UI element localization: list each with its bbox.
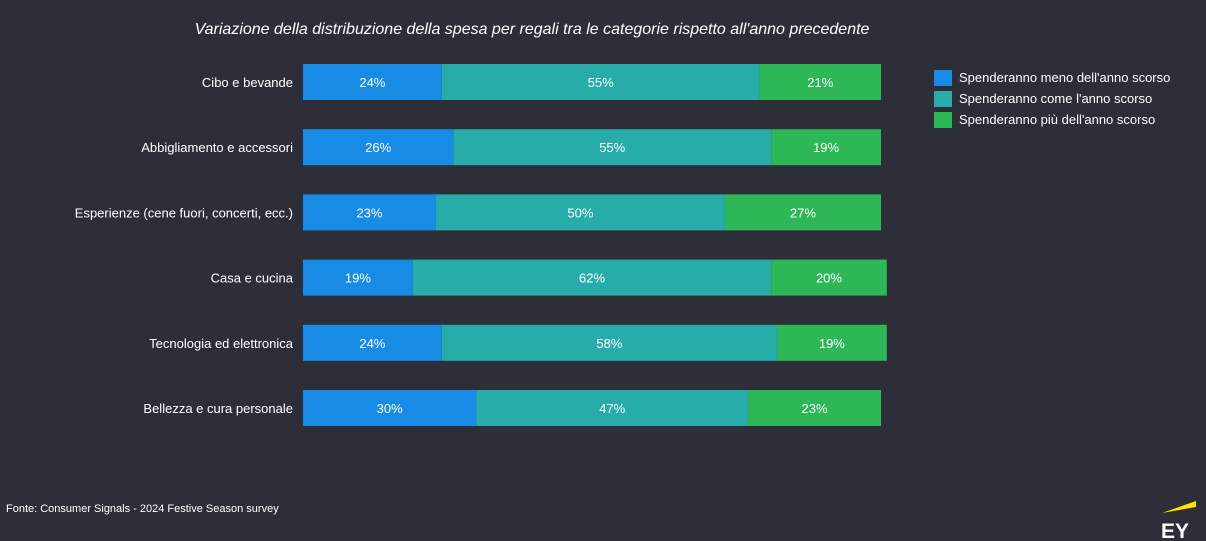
bar-segment [303, 324, 442, 361]
data-label: 30% [377, 401, 403, 416]
data-label: 58% [596, 336, 622, 351]
bar-segment [303, 259, 413, 296]
ey-logo-beam [1162, 501, 1196, 513]
bar-segment [759, 64, 881, 100]
data-label: 20% [816, 271, 842, 286]
data-label: 55% [599, 140, 625, 155]
data-label: 19% [813, 140, 839, 155]
bar-segment [441, 64, 760, 100]
bar-segment [412, 259, 772, 296]
data-label: 19% [345, 271, 371, 286]
data-label: 55% [588, 75, 614, 90]
data-label: 24% [359, 75, 385, 90]
legend-swatch-less [934, 69, 952, 86]
data-label: 19% [819, 336, 845, 351]
legend-swatch-same [934, 90, 952, 107]
source-note: Fonte: Consumer Signals - 2024 Festive S… [6, 503, 279, 515]
chart-title: Variazione della distribuzione della spe… [194, 21, 870, 38]
data-label: 27% [790, 205, 816, 220]
ey-logo-text: EY [1161, 520, 1189, 540]
data-label: 26% [365, 140, 391, 155]
category-label: Abbigliamento e accessori [141, 140, 293, 155]
bar-segment [303, 64, 442, 100]
bar-segment [441, 324, 777, 361]
bar-segment [771, 259, 887, 296]
legend-label-more: Spenderanno più dell'anno scorso [959, 112, 1156, 127]
legend-swatch-more [934, 111, 952, 128]
legend-item-same: Spenderanno come l'anno scorso [934, 88, 1170, 109]
category-label: Cibo e bevande [202, 75, 293, 90]
bar-segment [771, 129, 881, 166]
category-label: Tecnologia ed elettronica [149, 336, 294, 351]
category-label: Casa e cucina [211, 271, 294, 286]
bar-segment [748, 390, 881, 426]
legend: Spenderanno meno dell'anno scorso Spende… [934, 67, 1170, 130]
data-label: 23% [356, 205, 382, 220]
category-label: Esperienze (cene fuori, concerti, ecc.) [75, 205, 293, 220]
data-label: 23% [802, 401, 828, 416]
bar-segment [724, 194, 881, 231]
data-label: 24% [359, 336, 385, 351]
bar-segment [303, 194, 436, 231]
legend-item-less: Spenderanno meno dell'anno scorso [934, 67, 1170, 88]
data-label: 62% [579, 271, 605, 286]
bar-segment [303, 129, 454, 166]
bar-segment [476, 390, 749, 426]
data-label: 47% [599, 401, 625, 416]
legend-item-more: Spenderanno più dell'anno scorso [934, 109, 1170, 130]
bar-segment [776, 324, 887, 361]
bar-segment [453, 129, 772, 166]
stacked-bar-chart: Cibo e bevande 24% 55% 21% Abbigliamento e a… [75, 64, 887, 426]
data-label: 21% [807, 75, 833, 90]
bar-segment [303, 390, 477, 426]
legend-label-same: Spenderanno come l'anno scorso [959, 91, 1153, 106]
category-label: Bellezza e cura personale [143, 401, 293, 416]
legend-label-less: Spenderanno meno dell'anno scorso [959, 70, 1171, 85]
ey-logo: EY [1161, 501, 1196, 540]
data-label: 50% [567, 205, 593, 220]
bar-segment [435, 194, 725, 231]
